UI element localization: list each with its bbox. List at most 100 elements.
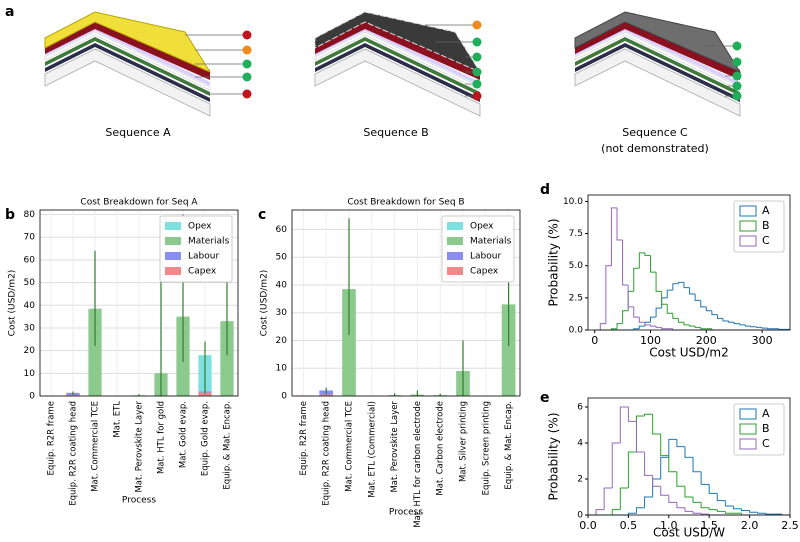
x-tick-label: Mat. HTL for carbon electrode bbox=[413, 401, 423, 528]
legend-label: C bbox=[762, 437, 770, 450]
histogram-step bbox=[684, 446, 694, 458]
histogram-step bbox=[652, 414, 661, 435]
histogram-step bbox=[616, 207, 623, 241]
histogram-step bbox=[689, 324, 696, 327]
legend-label: A bbox=[762, 407, 770, 420]
histogram-step bbox=[778, 328, 785, 330]
legend-label: C bbox=[762, 234, 770, 247]
y-tick-label: 40 bbox=[276, 280, 288, 290]
legend-label: Labour bbox=[188, 252, 219, 262]
histogram-step bbox=[660, 486, 669, 496]
x-tick-label: Mat. ETL bbox=[113, 401, 123, 438]
histogram-step bbox=[633, 328, 640, 330]
y-tick-label: 70 bbox=[24, 233, 36, 243]
panel-label: d bbox=[540, 182, 550, 198]
legend-swatch bbox=[739, 408, 757, 420]
x-tick-label: Mat. Perovskite Layer bbox=[390, 400, 400, 492]
x-tick-label: 1.5 bbox=[700, 519, 718, 532]
histogram-step bbox=[716, 314, 724, 319]
histogram-step bbox=[610, 328, 618, 330]
histogram-step bbox=[661, 291, 668, 305]
y-axis-label: Probability (%) bbox=[547, 218, 561, 306]
histogram-step bbox=[649, 324, 657, 327]
histogram-step bbox=[683, 282, 690, 289]
y-tick-label: 10 bbox=[276, 364, 288, 374]
histogram-step bbox=[676, 471, 685, 487]
x-axis-label: Process bbox=[122, 496, 156, 506]
histogram-step bbox=[711, 310, 718, 316]
y-axis-label: Probability (%) bbox=[547, 412, 561, 500]
histogram-step bbox=[619, 406, 629, 443]
histogram-step bbox=[649, 316, 657, 323]
histogram-step bbox=[739, 323, 746, 326]
bar-segment bbox=[220, 321, 234, 396]
histogram-step bbox=[655, 272, 662, 292]
histogram-step bbox=[666, 304, 673, 314]
histogram-step bbox=[666, 289, 673, 298]
legend-label: Capex bbox=[470, 267, 499, 277]
x-tick-label: Mat. Commercial TCE bbox=[91, 401, 101, 492]
histogram-step bbox=[750, 326, 757, 328]
panel-label: b bbox=[5, 207, 15, 223]
x-tick-label: Mat. HTL for gold bbox=[157, 401, 167, 474]
histogram-step bbox=[635, 415, 645, 452]
y-tick-label: 40 bbox=[24, 301, 36, 311]
y-axis-label: Cost (USD/m2) bbox=[260, 270, 270, 337]
sequence-note: (not demonstrated) bbox=[601, 142, 709, 155]
histogram-step bbox=[677, 281, 684, 284]
x-tick-label: 1.0 bbox=[660, 519, 678, 532]
histogram-step bbox=[627, 512, 637, 515]
legend-swatch bbox=[165, 237, 181, 245]
y-tick-label: 0 bbox=[29, 392, 35, 402]
x-tick-label: 100 bbox=[640, 334, 661, 347]
histogram-step bbox=[655, 307, 662, 318]
y-tick-label: 30 bbox=[24, 323, 36, 333]
legend-swatch bbox=[165, 267, 181, 275]
panel-label: a bbox=[5, 4, 14, 20]
x-tick-label: Equip. & Mat. Encap. bbox=[504, 401, 514, 490]
y-tick-label: 5.0 bbox=[569, 261, 584, 271]
chart-title: Cost Breakdown for Seq B bbox=[347, 198, 464, 208]
histogram-step bbox=[644, 252, 651, 256]
histogram-step bbox=[668, 495, 677, 503]
histogram-step bbox=[595, 509, 605, 515]
legend-box bbox=[733, 200, 785, 253]
histogram-step bbox=[638, 317, 645, 323]
legend-label: Materials bbox=[188, 237, 230, 247]
y-tick-label: 0 bbox=[577, 511, 583, 521]
bar-segment bbox=[501, 304, 516, 396]
histogram-step bbox=[705, 306, 712, 312]
histogram-step bbox=[724, 511, 734, 514]
histogram-step bbox=[635, 507, 645, 514]
legend-swatch bbox=[447, 222, 463, 230]
y-tick-label: 6 bbox=[577, 403, 583, 413]
legend-swatch bbox=[739, 220, 757, 232]
x-tick-label: Equip. R2R coating head bbox=[69, 401, 79, 506]
plot-frame bbox=[291, 209, 521, 397]
legend-label: B bbox=[762, 422, 770, 435]
x-tick-label: Mat. Perovskite Layer bbox=[135, 400, 145, 492]
x-tick-label: 2.5 bbox=[781, 519, 799, 532]
histogram-step bbox=[603, 487, 613, 510]
y-tick-label: 50 bbox=[276, 253, 288, 263]
x-tick-label: 300 bbox=[752, 334, 773, 347]
legend-swatch bbox=[739, 423, 757, 435]
bar-segment bbox=[88, 308, 102, 396]
plot-frame bbox=[39, 209, 239, 397]
histogram-step bbox=[627, 285, 634, 308]
histogram-step bbox=[700, 300, 707, 308]
histogram-step bbox=[732, 506, 742, 510]
legend-swatch bbox=[165, 222, 181, 230]
x-axis-label: Cost USD/m2 bbox=[649, 346, 729, 360]
panel-label: c bbox=[258, 207, 266, 223]
histogram-step bbox=[692, 497, 702, 503]
legend-swatch bbox=[739, 235, 757, 247]
histogram-step bbox=[660, 434, 669, 457]
x-tick-label: Equip. Gold evap. bbox=[201, 401, 211, 476]
panel-label: e bbox=[540, 390, 550, 406]
histogram-step bbox=[756, 326, 763, 328]
histogram-step bbox=[708, 507, 718, 511]
legend-swatch bbox=[447, 237, 463, 245]
x-tick-label: 0.5 bbox=[620, 519, 638, 532]
